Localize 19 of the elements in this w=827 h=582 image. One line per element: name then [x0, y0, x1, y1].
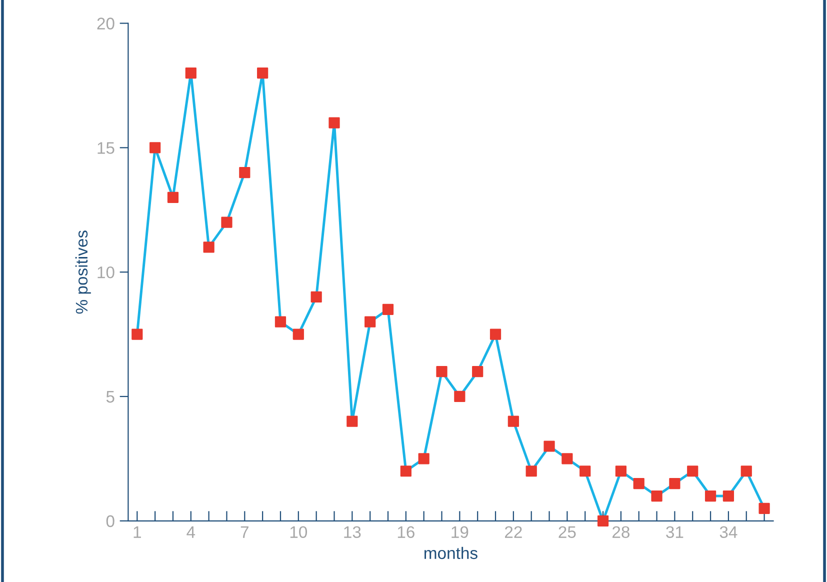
x-tick-label: 16: [398, 526, 414, 538]
y-axis-title: % positives: [75, 230, 91, 314]
y-tick-label: 20: [97, 18, 114, 30]
x-tick-label: 7: [240, 526, 248, 538]
x-tick-label: 4: [186, 526, 196, 538]
x-tick-label: 1: [134, 526, 141, 538]
x-tick-label: 34: [720, 526, 738, 538]
x-tick-label: 22: [505, 526, 522, 538]
y-tick-label: 5: [106, 391, 114, 403]
x-tick-label: 13: [344, 526, 361, 538]
y-tick-label: 0: [106, 515, 114, 528]
x-tick-label: 31: [666, 526, 684, 538]
x-tick-label: 19: [452, 526, 468, 538]
y-tick-label: 15: [98, 142, 114, 154]
x-tick-label: 25: [558, 526, 576, 538]
y-tick-label: 10: [98, 266, 114, 278]
x-axis-title: months: [424, 546, 478, 560]
x-tick-label: 28: [612, 526, 630, 538]
x-tick-label: 10: [290, 526, 308, 538]
